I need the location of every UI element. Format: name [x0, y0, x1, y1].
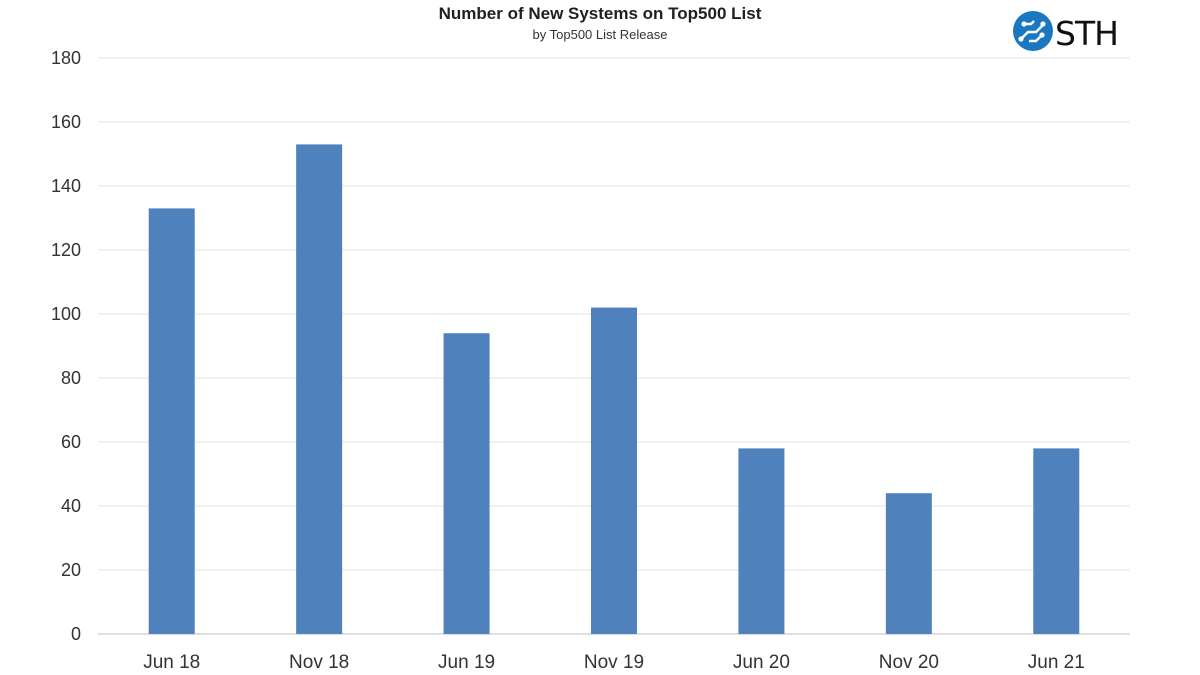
y-axis-ticks: 0 20 40 60 80 100 120 140 160 180: [51, 48, 81, 644]
y-tick-label: 120: [51, 240, 81, 260]
logo-text: STH: [1055, 14, 1118, 53]
bar: [738, 448, 785, 634]
y-tick-label: 40: [61, 496, 81, 516]
y-tick-label: 60: [61, 432, 81, 452]
bar: [591, 307, 637, 634]
y-tick-label: 160: [51, 112, 81, 132]
x-category-label: Nov 19: [584, 652, 644, 673]
x-category-label: Jun 18: [143, 652, 200, 673]
bar: [885, 493, 932, 634]
y-tick-label: 180: [51, 48, 81, 68]
x-category-label: Jun 21: [1028, 652, 1085, 673]
bar: [443, 333, 490, 634]
y-tick-label: 0: [71, 624, 81, 644]
sth-logo: STH: [1013, 11, 1119, 53]
circuit-icon: [1013, 11, 1053, 51]
bar: [148, 208, 195, 634]
bar: [296, 144, 343, 634]
x-category-label: Nov 18: [289, 652, 349, 673]
x-category-label: Nov 20: [879, 652, 939, 673]
y-tick-label: 80: [61, 368, 81, 388]
y-tick-label: 20: [61, 560, 81, 580]
chart-title: Number of New Systems on Top500 List: [438, 4, 762, 23]
bars: [148, 144, 1080, 634]
y-tick-label: 140: [51, 176, 81, 196]
x-category-label: Jun 20: [733, 652, 790, 673]
x-axis-labels: Jun 18 Nov 18 Jun 19 Nov 19 Jun 20 Nov 20 Jun …: [143, 652, 1085, 673]
y-tick-label: 100: [51, 304, 81, 324]
chart-subtitle: by Top500 List Release: [532, 27, 668, 42]
bar: [1033, 448, 1080, 634]
x-category-label: Jun 19: [438, 652, 495, 673]
